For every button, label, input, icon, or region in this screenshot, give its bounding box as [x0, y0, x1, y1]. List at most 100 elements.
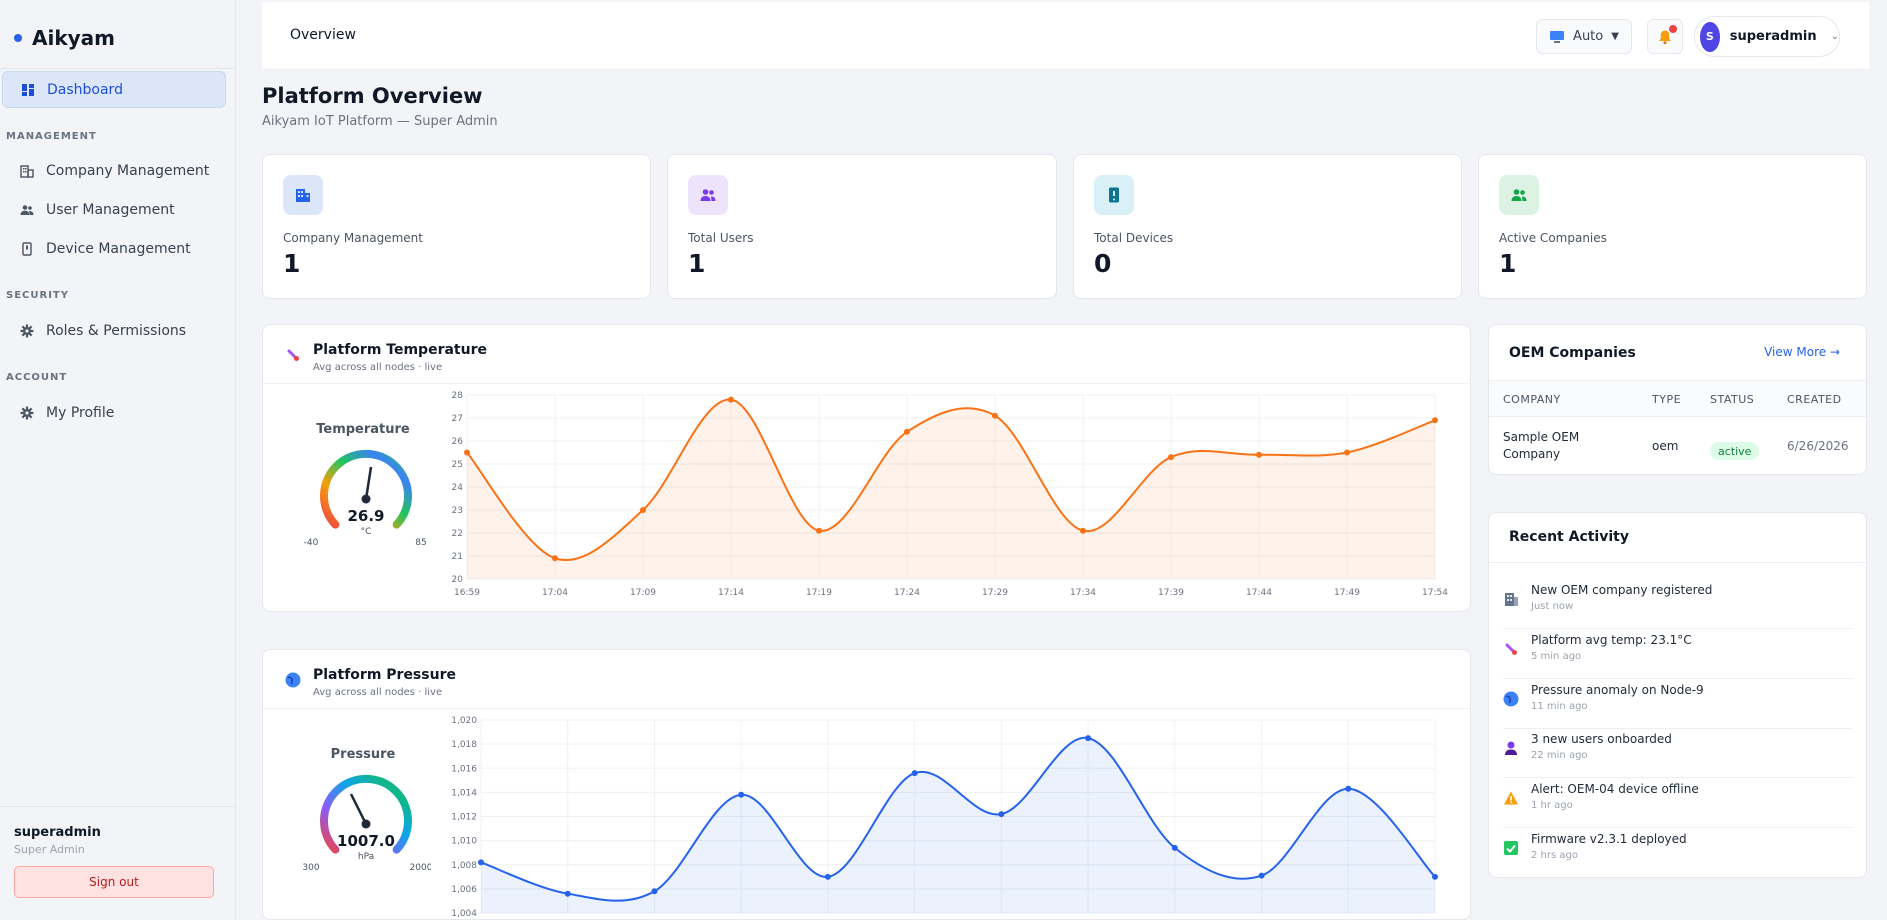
data-point[interactable] [640, 507, 646, 513]
recent-activity-card: Recent Activity New OEM company register… [1488, 512, 1867, 878]
stat-label: Company Management [283, 231, 423, 245]
data-point[interactable] [1256, 451, 1262, 458]
data-point[interactable] [824, 873, 831, 880]
card-subtitle: Avg across all nodes · live [313, 687, 443, 698]
thermometer-icon [1505, 643, 1517, 655]
data-point[interactable] [992, 412, 998, 419]
activity-item[interactable]: New OEM company registered Just now [1503, 579, 1853, 629]
gauge-min: -40 [304, 538, 319, 547]
stat-label: Total Devices [1094, 231, 1174, 245]
pressure-gauge: 1007.0 hPa 300 2000 [302, 774, 431, 872]
data-point[interactable] [1344, 449, 1350, 456]
y-tick-label: 25 [452, 460, 463, 470]
activity-item[interactable]: Alert: OEM-04 device offline 1 hr ago [1503, 778, 1853, 828]
gauge-min: 300 [302, 863, 319, 872]
thermometer-icon [287, 349, 299, 361]
data-point[interactable] [564, 890, 571, 897]
data-point[interactable] [478, 859, 484, 866]
caret-down-icon: ▼ [1611, 31, 1619, 42]
activity-text: Alert: OEM-04 device offline [1531, 782, 1699, 796]
data-point[interactable] [738, 791, 745, 798]
stat-card-total-users[interactable]: Total Users 1 [667, 154, 1057, 299]
data-point[interactable] [728, 396, 734, 403]
data-point[interactable] [1085, 735, 1092, 742]
sidebar-item-my-profile[interactable]: My Profile [2, 394, 226, 431]
sidebar-item-roles-permissions[interactable]: Roles & Permissions [2, 312, 226, 349]
data-point[interactable] [998, 811, 1005, 818]
brand-dot-icon [14, 34, 22, 42]
data-point[interactable] [1432, 417, 1438, 424]
data-point[interactable] [1080, 527, 1086, 534]
sidebar: Aikyam Dashboard MANAGEMENT Company Mana… [0, 0, 236, 920]
company-name[interactable]: Sample OEM Company [1503, 430, 1580, 461]
device-icon [1094, 175, 1134, 215]
data-point[interactable] [552, 555, 558, 562]
x-tick-label: 17:29 [982, 588, 1008, 598]
stat-card-active-companies[interactable]: Active Companies 1 [1478, 154, 1867, 299]
notification-badge [1669, 25, 1677, 33]
activity-time: Just now [1531, 601, 1574, 612]
user-name: superadmin [1729, 29, 1817, 44]
y-tick-label: 28 [452, 391, 464, 401]
data-point[interactable] [1168, 454, 1174, 461]
section-security: SECURITY [6, 290, 69, 301]
column-header: TYPE [1652, 393, 1682, 406]
sign-out-button[interactable]: Sign out [14, 866, 214, 898]
data-point[interactable] [1432, 873, 1438, 880]
data-point[interactable] [904, 428, 910, 435]
notifications-button[interactable] [1647, 19, 1683, 54]
y-tick-label: 1,010 [451, 837, 477, 847]
users-icon [20, 204, 34, 215]
created-date: 6/26/2026 [1787, 439, 1849, 453]
y-tick-label: 24 [452, 483, 464, 493]
sidebar-item-company-management[interactable]: Company Management [2, 152, 226, 189]
sidebar-item-label: User Management [46, 201, 175, 218]
sidebar-item-device-management[interactable]: Device Management [2, 230, 226, 267]
section-account: ACCOUNT [6, 372, 68, 383]
activity-item[interactable]: Platform avg temp: 23.1°C 5 min ago [1503, 629, 1853, 679]
x-tick-label: 17:44 [1246, 588, 1272, 598]
column-header: COMPANY [1503, 393, 1561, 406]
column-header: STATUS [1710, 393, 1755, 406]
divider [263, 383, 1470, 384]
y-tick-label: 20 [452, 575, 464, 585]
activity-item[interactable]: 3 new users onboarded 22 min ago [1503, 728, 1853, 778]
activity-time: 5 min ago [1531, 651, 1582, 662]
divider [263, 708, 1470, 709]
stat-label: Total Users [688, 231, 754, 245]
card-title: Platform Pressure [313, 667, 456, 683]
divider [0, 68, 236, 69]
activity-text: New OEM company registered [1531, 583, 1713, 597]
gauge-value: 26.9 [347, 507, 384, 525]
data-point[interactable] [651, 888, 658, 895]
theme-toggle-button[interactable]: Auto ▼ [1536, 19, 1632, 54]
activity-item[interactable]: Firmware v2.3.1 deployed 2 hrs ago [1503, 828, 1853, 878]
x-tick-label: 17:04 [542, 588, 568, 598]
brand[interactable]: Aikyam [14, 26, 115, 50]
dashboard-icon [22, 83, 34, 96]
activity-item[interactable]: Pressure anomaly on Node-9 11 min ago [1503, 679, 1853, 729]
view-more-link[interactable]: View More → [1764, 345, 1840, 359]
activity-text: Platform avg temp: 23.1°C [1531, 633, 1692, 647]
data-point[interactable] [464, 449, 470, 456]
data-point[interactable] [1345, 785, 1352, 792]
y-tick-label: 1,006 [451, 885, 477, 895]
data-point[interactable] [911, 770, 918, 777]
sidebar-user-name: superadmin [14, 825, 101, 840]
y-tick-label: 21 [452, 552, 463, 562]
sidebar-item-user-management[interactable]: User Management [2, 191, 226, 228]
data-point[interactable] [1171, 844, 1178, 851]
sidebar-item-dashboard[interactable]: Dashboard [2, 71, 226, 108]
series-area [481, 737, 1435, 913]
user-menu-button[interactable]: S superadmin ⌄ [1694, 16, 1840, 57]
stat-card-total-devices[interactable]: Total Devices 0 [1073, 154, 1462, 299]
sidebar-item-label: My Profile [46, 404, 115, 421]
sidebar-item-label: Dashboard [47, 81, 123, 98]
data-point[interactable] [816, 527, 822, 534]
data-point[interactable] [1258, 872, 1265, 879]
x-tick-label: 16:59 [454, 588, 480, 598]
stat-card-company-management[interactable]: Company Management 1 [262, 154, 651, 299]
x-tick-label: 17:34 [1070, 588, 1096, 598]
oem-companies-card: OEM Companies View More → COMPANY TYPE S… [1488, 324, 1867, 475]
